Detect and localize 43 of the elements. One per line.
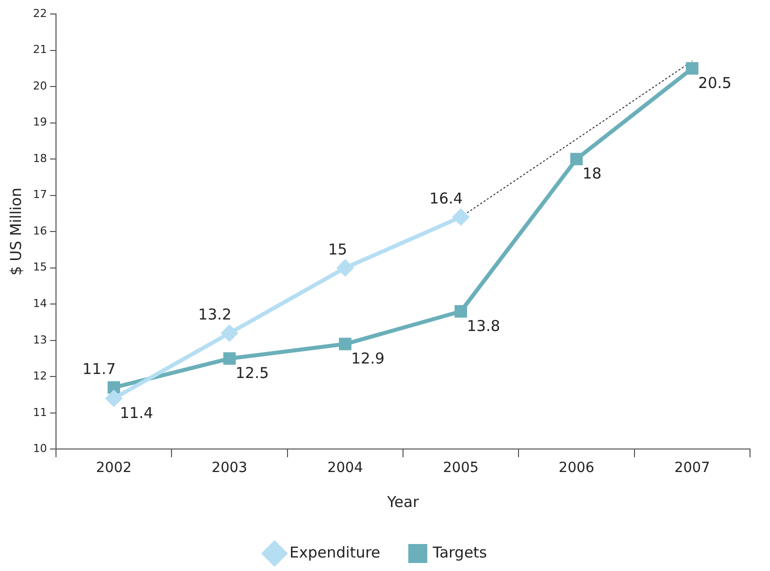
data-label: 13.2: [198, 306, 232, 324]
legend-label: Expenditure: [290, 543, 380, 562]
data-label: 11.4: [120, 404, 154, 422]
x-tick-label: 2004: [327, 460, 364, 476]
legend-label: Targets: [432, 543, 488, 562]
point: [222, 325, 238, 342]
y-tick-label: 11: [32, 406, 47, 419]
point: [338, 338, 352, 350]
point: [106, 390, 122, 406]
data-label: 12.9: [351, 349, 385, 368]
point: [223, 352, 236, 365]
data-label: 15: [328, 240, 348, 258]
data-label: 20.5: [698, 74, 732, 92]
x-tick-label: 2005: [443, 460, 479, 476]
y-tick-label: 20: [32, 79, 47, 92]
y-tick-label: 16: [32, 224, 47, 238]
point: [570, 152, 583, 166]
y-tick-label: 13: [32, 333, 47, 346]
x-tick-label: 2006: [558, 460, 594, 476]
data-label: 18: [582, 164, 602, 182]
y-tick-label: 10: [32, 442, 47, 456]
point: [337, 260, 354, 276]
y-tick-label: 15: [32, 260, 47, 274]
y-tick-label: 12: [32, 370, 47, 383]
data-label: 16.4: [429, 189, 463, 208]
y-tick-label: 21: [32, 43, 47, 56]
data-label: 13.8: [466, 316, 500, 335]
x-tick-label: 2002: [96, 460, 132, 476]
y-tick-label: 17: [32, 188, 47, 202]
data-label: 11.7: [82, 360, 116, 378]
point: [686, 62, 698, 75]
y-tick-label: 18: [32, 152, 47, 165]
y-axis-title: $ US Million: [6, 188, 25, 276]
point: [108, 381, 120, 394]
x-axis-title: Year: [386, 492, 420, 511]
x-tick-label: 2003: [212, 460, 248, 476]
y-tick-label: 22: [32, 6, 47, 20]
y-tick-label: 14: [32, 296, 47, 310]
point: [452, 209, 469, 226]
x-tick-label: 2007: [674, 460, 710, 476]
y-tick-label: 19: [32, 116, 47, 129]
data-label: 12.5: [236, 364, 269, 382]
point: [454, 305, 468, 318]
